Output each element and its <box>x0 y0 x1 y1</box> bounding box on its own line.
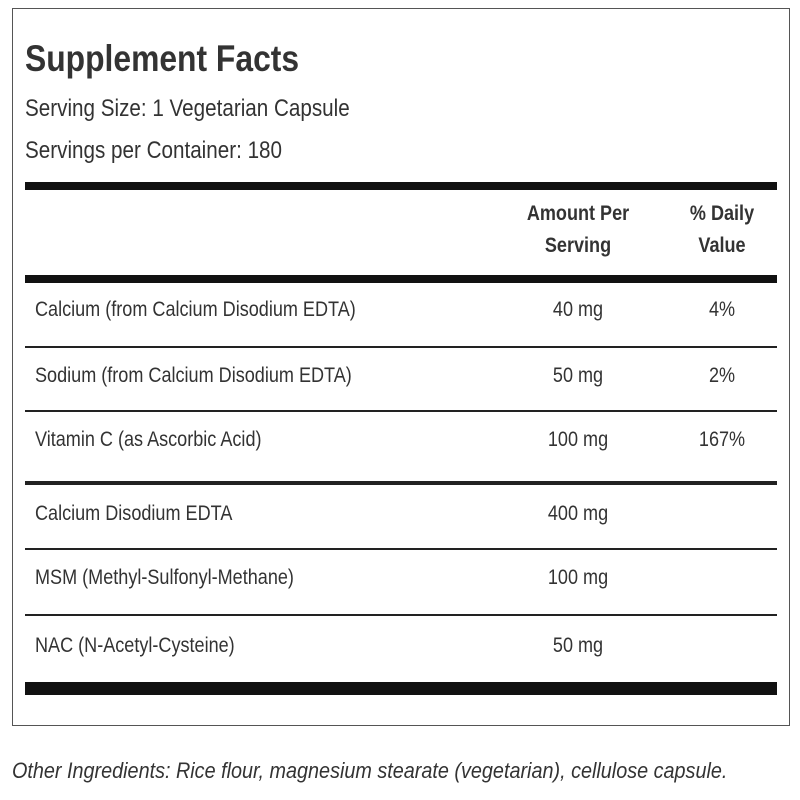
row-divider <box>25 481 777 485</box>
nutrient-name: MSM (Methyl-Sulfonyl-Methane) <box>35 566 294 589</box>
divider <box>25 682 777 695</box>
other-ingredients: Other Ingredients: Rice flour, magnesium… <box>12 758 728 783</box>
nutrient-name: Calcium Disodium EDTA <box>35 502 233 525</box>
row-divider <box>25 614 777 616</box>
divider <box>25 275 777 283</box>
row-divider <box>25 548 777 550</box>
daily-value: 2% <box>708 364 736 387</box>
amount: 50 mg <box>552 634 604 657</box>
amount: 100 mg <box>547 428 609 451</box>
amount: 400 mg <box>547 502 609 525</box>
nutrient-name: Calcium (from Calcium Disodium EDTA) <box>35 298 356 321</box>
nutrient-name: Vitamin C (as Ascorbic Acid) <box>35 428 262 451</box>
nutrient-name: Sodium (from Calcium Disodium EDTA) <box>35 364 352 387</box>
row-divider <box>25 410 777 412</box>
daily-value: 4% <box>708 298 736 321</box>
amount: 40 mg <box>552 298 604 321</box>
nutrient-name: NAC (N-Acetyl-Cysteine) <box>35 634 235 657</box>
serving-size: Serving Size: 1 Vegetarian Capsule <box>25 95 350 122</box>
amount: 100 mg <box>547 566 609 589</box>
divider <box>25 182 777 190</box>
amount: 50 mg <box>552 364 604 387</box>
column-header: % Daily Value <box>689 202 755 257</box>
title: Supplement Facts <box>25 38 300 79</box>
servings-per-container: Servings per Container: 180 <box>25 137 283 164</box>
column-header: Amount Per Serving <box>526 202 630 257</box>
label-border <box>12 8 790 726</box>
daily-value: 167% <box>698 428 746 451</box>
row-divider <box>25 346 777 348</box>
